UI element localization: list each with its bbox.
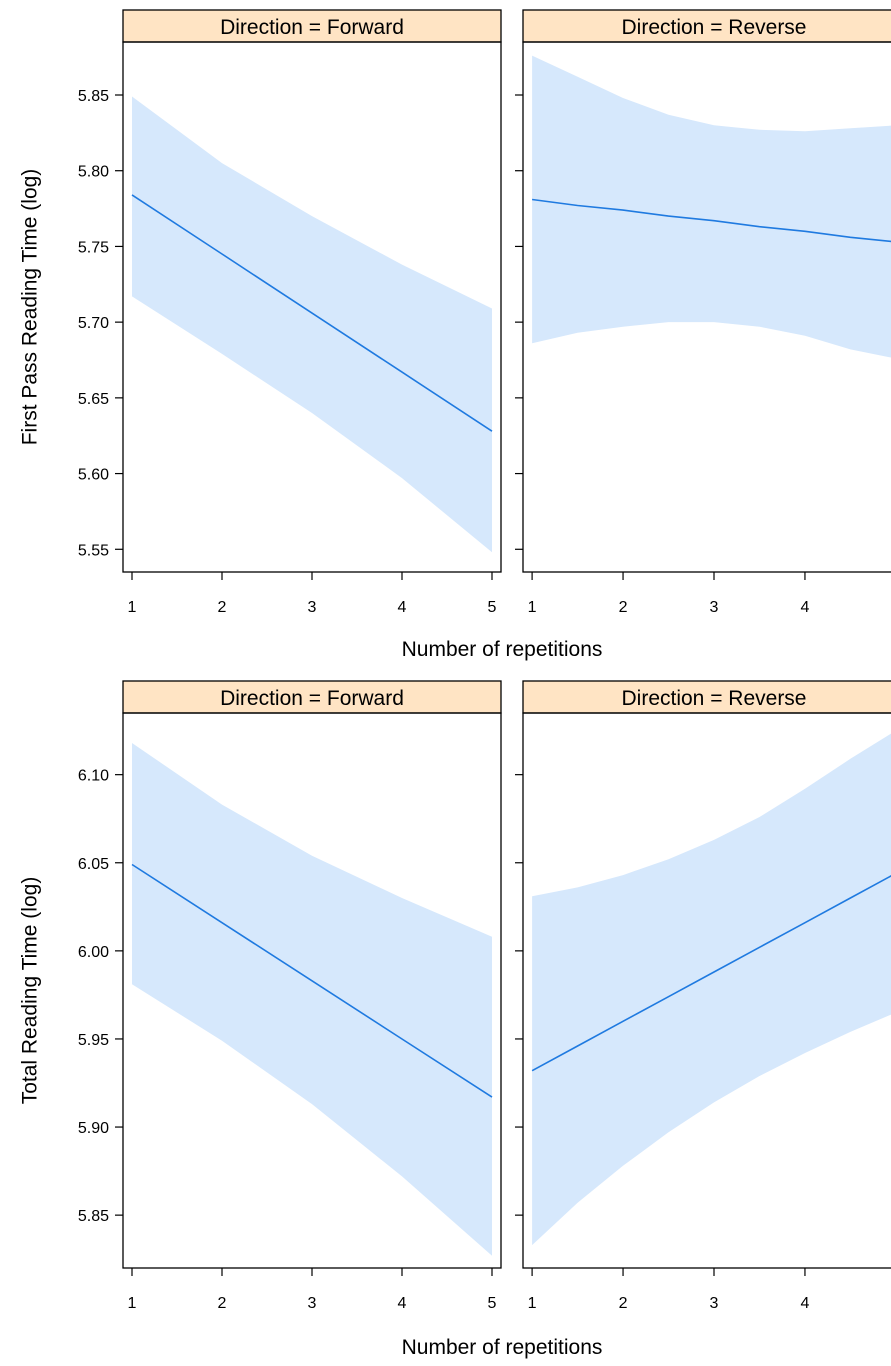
y-tick-label: 6.00: [78, 944, 109, 961]
panel-forward: Direction = Forward 5.85 5.90 5.95 6.00 6.05 6…: [78, 680, 502, 1312]
y-tick-label: 5.75: [78, 239, 109, 256]
y-tick-label: 5.85: [78, 88, 109, 105]
strip-label: Direction = Forward: [220, 16, 404, 39]
x-tick-label: 1: [528, 599, 537, 616]
y-tick-label: 5.65: [78, 391, 109, 408]
y-tick-label: 5.80: [78, 164, 109, 181]
y-tick-label: 5.60: [78, 467, 109, 484]
x-tick-label: 4: [800, 599, 809, 616]
y-tick-label: 5.55: [78, 542, 109, 559]
fit-line: [131, 863, 493, 1098]
confidence-band: [132, 96, 492, 553]
fit-line: [131, 194, 493, 432]
x-axis-title: Number of repetitions: [402, 1336, 603, 1359]
y-tick-label: 5.95: [78, 1032, 109, 1049]
strip-label: Direction = Reverse: [622, 687, 807, 710]
panel-reverse: Direction = Reverse12345: [515, 9, 891, 616]
strip-label: Direction = Reverse: [622, 16, 807, 39]
confidence-band: [532, 55, 891, 358]
x-tick-label: 2: [619, 599, 628, 616]
x-tick-label: 4: [398, 1295, 407, 1312]
strip-header: [122, 680, 502, 714]
x-tick-label: 1: [528, 1295, 537, 1312]
x-tick-label: 5: [488, 599, 497, 616]
y-axis-title: Total Reading Time (log): [19, 877, 42, 1105]
y-tick-label: 5.70: [78, 315, 109, 332]
x-tick-label: 3: [308, 1295, 317, 1312]
x-tick-label: 2: [218, 599, 227, 616]
y-tick-label: 5.90: [78, 1120, 109, 1137]
panel-forward: Direction = Forward 5.55 5.60 5.65 5.70 5.75 5…: [78, 9, 502, 616]
y-tick-label: 5.85: [78, 1208, 109, 1225]
x-tick-label: 3: [308, 599, 317, 616]
x-tick-label: 3: [710, 1295, 719, 1312]
fit-line: [531, 198, 891, 243]
y-axis-title: First Pass Reading Time (log): [19, 169, 42, 446]
strip-label: Direction = Forward: [220, 687, 404, 710]
fit-line: [531, 875, 891, 1072]
x-tick-label: 2: [218, 1295, 227, 1312]
y-tick-label: 6.10: [78, 768, 109, 785]
y-tick-label: 6.05: [78, 856, 109, 873]
x-tick-label: 4: [398, 599, 407, 616]
x-tick-label: 3: [710, 599, 719, 616]
x-tick-label: 1: [128, 599, 137, 616]
x-tick-label: 2: [619, 1295, 628, 1312]
x-axis-title: Number of repetitions: [402, 638, 603, 661]
confidence-band: [532, 733, 891, 1246]
x-tick-label: 1: [128, 1295, 137, 1312]
confidence-band: [132, 743, 492, 1256]
panel-reverse: Direction = Reverse12345: [515, 680, 891, 1312]
x-tick-label: 5: [488, 1295, 497, 1312]
x-tick-label: 4: [800, 1295, 809, 1312]
